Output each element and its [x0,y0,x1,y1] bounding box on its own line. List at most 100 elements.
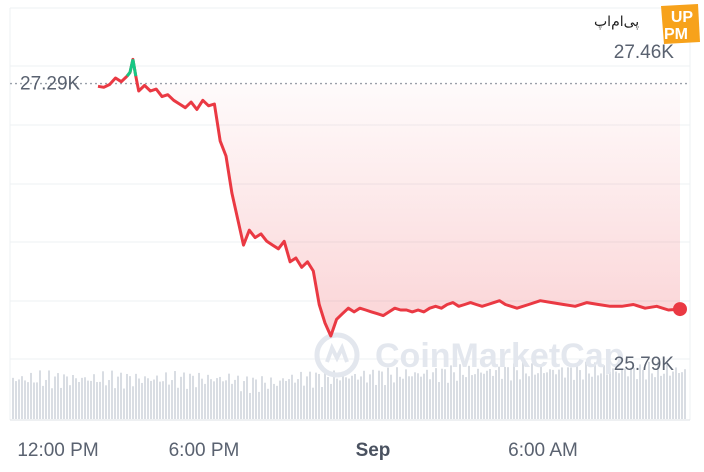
volume-bar [429,379,431,419]
volume-bar [186,388,188,419]
volume-bar [96,382,98,419]
volume-bar [327,377,329,419]
volume-bar [417,373,419,419]
volume-bar [399,376,401,419]
volume-bar [144,376,146,419]
volume-bar [459,364,461,419]
volume-bar [516,370,518,419]
volume-bar [414,372,416,419]
volume-bar [474,374,476,419]
site-logo: پی‌ام‌اپ [594,14,639,30]
volume-bar [681,372,683,419]
volume-bar [36,382,38,419]
volume-bar [189,373,191,419]
volume-bar [432,372,434,419]
volume-bar [192,375,194,419]
volume-bar [321,387,323,419]
volume-bar [111,370,113,419]
volume-bar [114,388,116,419]
volume-bar [453,372,455,419]
volume-bar [543,373,545,419]
volume-bar [621,369,623,419]
volume-bar [423,373,425,419]
volume-bar [357,379,359,419]
volume-bar [330,383,332,419]
volume-bar [489,368,491,419]
volume-bar [591,376,593,419]
volume-bar [486,370,488,419]
volume-bar [21,376,23,419]
x-tick-label: 6:00 PM [169,440,240,461]
volume-bar [675,367,677,419]
volume-bar [648,361,650,419]
volume-bar [339,380,341,419]
volume-bar [126,373,128,419]
volume-bar [435,368,437,419]
y-tick-label: 27.46K [614,42,675,63]
volume-bar [54,376,56,419]
volume-bar [90,380,92,419]
volume-bar [216,378,218,419]
volume-bar [60,387,62,419]
volume-bar [201,378,203,419]
volume-bar [324,370,326,419]
volume-bar [513,363,515,419]
volume-bar [465,377,467,419]
volume-bar [498,366,500,419]
volume-bar [255,379,257,419]
volume-bar [534,374,536,419]
volume-bar [57,373,59,419]
volume-bar [69,385,71,419]
volume-bar [81,377,83,419]
volume-bar [471,375,473,419]
volume-bar [195,387,197,419]
volume-bar [666,364,668,419]
volume-bar [390,374,392,419]
volume-bar [531,363,533,419]
volume-bar [669,375,671,419]
badge-top-text: UP [671,9,694,26]
volume-bar [276,385,278,419]
volume-bar [642,369,644,419]
volume-bar [141,382,143,419]
volume-bar [492,375,494,419]
volume-bar [438,382,440,419]
volume-bar [300,371,302,419]
volume-bar [318,373,320,419]
volume-bar [240,391,242,419]
volume-bar [123,388,125,419]
volume-bar [210,379,212,419]
x-tick-label: Sep [356,440,391,461]
volume-bars [12,361,686,419]
volume-bar [519,379,521,419]
volume-bar [252,377,254,419]
watermark-text: CoinMarketCap [375,337,624,375]
volume-bar [297,379,299,419]
volume-bar [612,368,614,419]
volume-bar [597,375,599,419]
volume-bar [174,371,176,419]
area-fill [98,83,680,336]
volume-bar [93,374,95,419]
volume-bar [375,384,377,419]
volume-bar [657,361,659,419]
volume-bar [372,369,374,419]
watermark: CoinMarketCap [314,332,624,378]
volume-bar [408,376,410,419]
volume-bar [228,373,230,419]
volume-bar [138,378,140,419]
volume-bar [72,375,74,419]
volume-bar [99,381,101,419]
volume-bar [576,363,578,419]
volume-bar [411,376,413,419]
volume-bar [558,369,560,419]
volume-bar [345,377,347,419]
volume-bar [207,374,209,419]
volume-bar [270,377,272,419]
volume-bar [171,380,173,419]
volume-bar [624,368,626,419]
badge-icon [661,4,700,44]
volume-bar [24,380,26,419]
y-tick-label: 25.79K [614,354,675,375]
